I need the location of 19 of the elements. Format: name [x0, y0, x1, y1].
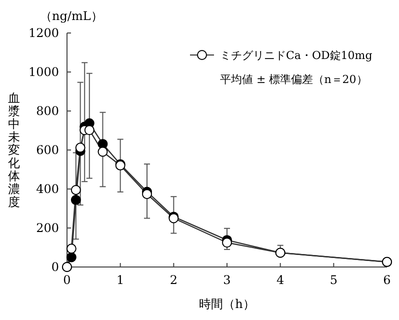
- x-tick-label: 0: [63, 273, 71, 287]
- x-tick-label: 1: [116, 273, 124, 287]
- y-tick-label: 400: [36, 182, 59, 196]
- text: （ng/mL）: [40, 9, 103, 23]
- y-tick-label: 1200: [28, 26, 59, 40]
- x-tick-label: 5: [330, 273, 338, 287]
- x-tick-label: 6: [383, 273, 391, 287]
- x-tick-label: 4: [276, 273, 285, 287]
- y-tick-label: 800: [36, 104, 59, 118]
- x-tick-label: 2: [170, 273, 178, 287]
- legend-label: ミチグリニドCa・OD錠10mg: [220, 48, 372, 62]
- y-tick-label: 1000: [28, 65, 59, 80]
- annotation: 平均値 ± 標準偏差（n＝20）: [220, 72, 368, 86]
- y-tick-label: 0: [51, 260, 59, 274]
- x-tick-label: 3: [223, 273, 231, 287]
- y-tick-label: 200: [36, 221, 59, 236]
- y-tick-label: 600: [36, 143, 59, 158]
- text: 血漿中未変化体濃度: [8, 91, 20, 209]
- x-axis-title: 時間（h）: [199, 297, 255, 311]
